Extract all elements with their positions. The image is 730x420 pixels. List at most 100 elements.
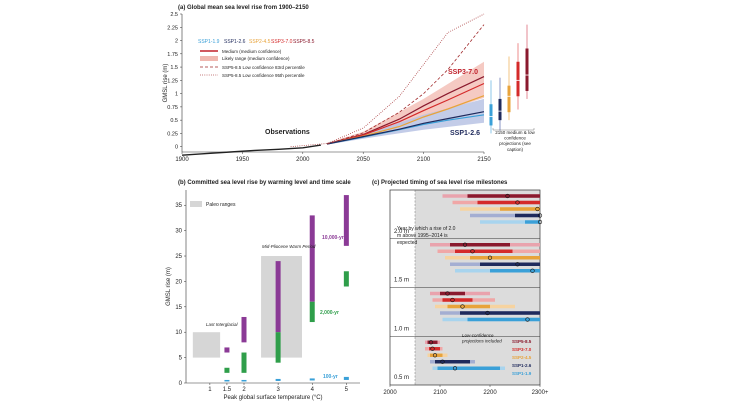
panel-a-ytick-label: 1.75 <box>167 52 178 58</box>
c-legend-ssp585: SSP5-8.5 <box>512 339 532 344</box>
panel-c-axes: 2.0 m 1.5 m 1.0 m 0.5 m 2000 2100 2200 2300+ <box>383 189 549 396</box>
panel-a-ytick-label: 0.5 <box>170 118 178 124</box>
panel-b-xtick-label: 2 <box>242 387 246 393</box>
panel-a-plot <box>181 13 530 156</box>
panel-c-legend: SSP5-8.5 SSP3-7.0 SSP2-4.5 SSP1-2.6 SSP1… <box>512 339 532 376</box>
committed-bar-2000yr <box>309 301 315 323</box>
c-legend-ssp245: SSP2-4.5 <box>512 355 532 360</box>
milestone-note: Year by which a rise of 2.0 m above 1995–… <box>397 226 456 246</box>
legend-likely-swatch <box>200 56 218 61</box>
c-legend-ssp119: SSP1-1.9 <box>512 371 532 376</box>
panel-a-ytick-label: 1.25 <box>167 78 178 84</box>
panel-c-segment-left <box>390 287 415 337</box>
panel-a-xtick-label: 1950 <box>236 157 250 163</box>
panel-a-ytick-label: 0.25 <box>167 131 178 137</box>
panel-b-ytick-label: 10 <box>175 330 182 336</box>
panel-c-segment-left <box>390 238 415 288</box>
panel-a-title: (a) Global mean sea level rise from 1900… <box>178 5 309 11</box>
label-10000yr: 10,000-yr <box>322 235 344 241</box>
timing-median-marker <box>535 206 540 212</box>
panel-c-xtick-label: 2100 <box>433 390 447 396</box>
timing-median-marker <box>445 291 450 296</box>
likely-range-ssp370 <box>327 61 484 145</box>
legend-likely-label: Likely range (medium confidence) <box>222 56 290 61</box>
last-interglacial-label: Last Interglacial <box>206 322 239 327</box>
timing-median-marker <box>460 304 465 309</box>
ssp585-83rd-percentile <box>326 24 485 145</box>
committed-bar-100yr <box>343 376 349 380</box>
observations-line <box>181 144 322 156</box>
panel-b-axes: 0 5 10 15 20 25 30 35 1 1.5 2 3 4 5 Peak global surfac… <box>166 190 360 401</box>
timing-median-marker <box>530 268 535 273</box>
panel-b-ytick-label: 30 <box>175 229 182 235</box>
committed-bar-10000yr <box>275 261 281 333</box>
mid-pliocene-label: Mid-Pliocene Warm Period <box>262 244 316 249</box>
timing-median-marker <box>450 297 455 303</box>
panel-a-xtick-label: 1900 <box>175 157 189 163</box>
ssp370-label: SSP3-7.0 <box>448 69 478 76</box>
timing-median-marker <box>537 213 543 218</box>
label-2000yr: 2,000-yr <box>320 310 339 316</box>
panel-c-segment-left <box>390 190 415 239</box>
panel-b-ytick-label: 20 <box>175 279 182 285</box>
panel-a-xtick-label: 2000 <box>296 157 310 163</box>
ssp585-95th-percentile <box>290 13 485 148</box>
timing-median-marker <box>432 353 438 358</box>
legend-ssp585: SSP5-8.5 <box>293 39 315 45</box>
committed-bar-2000yr <box>343 271 349 287</box>
ssp126-label: SSP1-2.6 <box>450 130 480 137</box>
committed-bar-100yr <box>241 379 247 382</box>
timing-median-marker <box>515 200 520 205</box>
committed-bar-10000yr <box>241 316 247 343</box>
panel-a-ytick-label: 0.75 <box>167 105 178 111</box>
panel-b-title: (b) Committed sea level rise by warming … <box>178 180 351 186</box>
timing-median-marker <box>485 310 490 316</box>
panel-a-axes: 0 0.25 0.5 0.75 1 1.25 1.5 1.75 2 2.25 2.5 1900 1950… <box>163 12 491 163</box>
panel-c-xtick-label: 2200 <box>483 390 497 396</box>
panel-c-xtick-label: 2000 <box>383 390 397 396</box>
paleo-range-box <box>192 332 221 358</box>
observations-label: Observations <box>265 129 310 136</box>
panel-a-xtick-label: 2100 <box>417 157 431 163</box>
committed-bar-10000yr <box>309 215 315 302</box>
committed-bar-100yr <box>224 379 230 382</box>
low-confidence-note: Low-confidence projections included <box>461 333 502 344</box>
panel-a-xtick-label: 2150 <box>477 157 491 163</box>
timing-median-marker <box>515 262 520 267</box>
panel-c-segment-left <box>390 336 415 385</box>
panel-b-ytick-label: 35 <box>175 203 182 209</box>
timing-median-marker <box>452 366 458 371</box>
panel-b-xtick-label: 4 <box>311 387 315 393</box>
median-ssp126 <box>326 111 485 145</box>
committed-bar-10000yr <box>343 195 349 246</box>
timing-median-marker <box>470 249 475 254</box>
panel-b-plot <box>192 195 349 382</box>
timing-median-marker <box>440 359 445 364</box>
legend-ssp126: SSP1-2.6 <box>224 39 246 45</box>
panel-c-frame <box>389 189 541 386</box>
panel-b-xlabel: Peak global surface temperature (°C) <box>223 395 322 401</box>
panel-c-milestone-label: 0.5 m <box>394 375 409 381</box>
paleo-range-box <box>261 256 302 358</box>
panel-c-milestone-label: 2.0 m <box>394 229 409 235</box>
timing-median-marker <box>505 193 510 199</box>
side-note: 2150 medium & low confidence projections (… <box>495 130 535 152</box>
timing-median-marker <box>430 346 435 351</box>
paleo-legend-label: Paleo ranges <box>206 202 236 208</box>
panel-b-ytick-label: 0 <box>179 381 183 387</box>
panel-a-ytick-label: 0 <box>175 145 178 151</box>
label-100yr: 100-yr <box>323 374 338 380</box>
committed-bar-100yr <box>275 378 281 381</box>
panel-a-ytick-label: 1.5 <box>170 65 178 71</box>
committed-bar-2000yr <box>275 332 281 363</box>
legend-ssp245: SSP2-4.5 <box>249 39 271 45</box>
legend-95th-label: SSP5-8.5 Low confidence 95th percentile <box>222 73 305 78</box>
panel-b-xtick-label: 3 <box>276 387 280 393</box>
panel-c-milestone-label: 1.5 m <box>394 278 409 284</box>
panel-b-xtick-label: 1 <box>208 387 212 393</box>
committed-bar-2000yr <box>241 352 247 373</box>
timing-median-marker <box>537 219 543 225</box>
panel-b-ytick-label: 25 <box>175 254 182 260</box>
legend-ssp370: SSP3-7.0 <box>271 39 293 45</box>
